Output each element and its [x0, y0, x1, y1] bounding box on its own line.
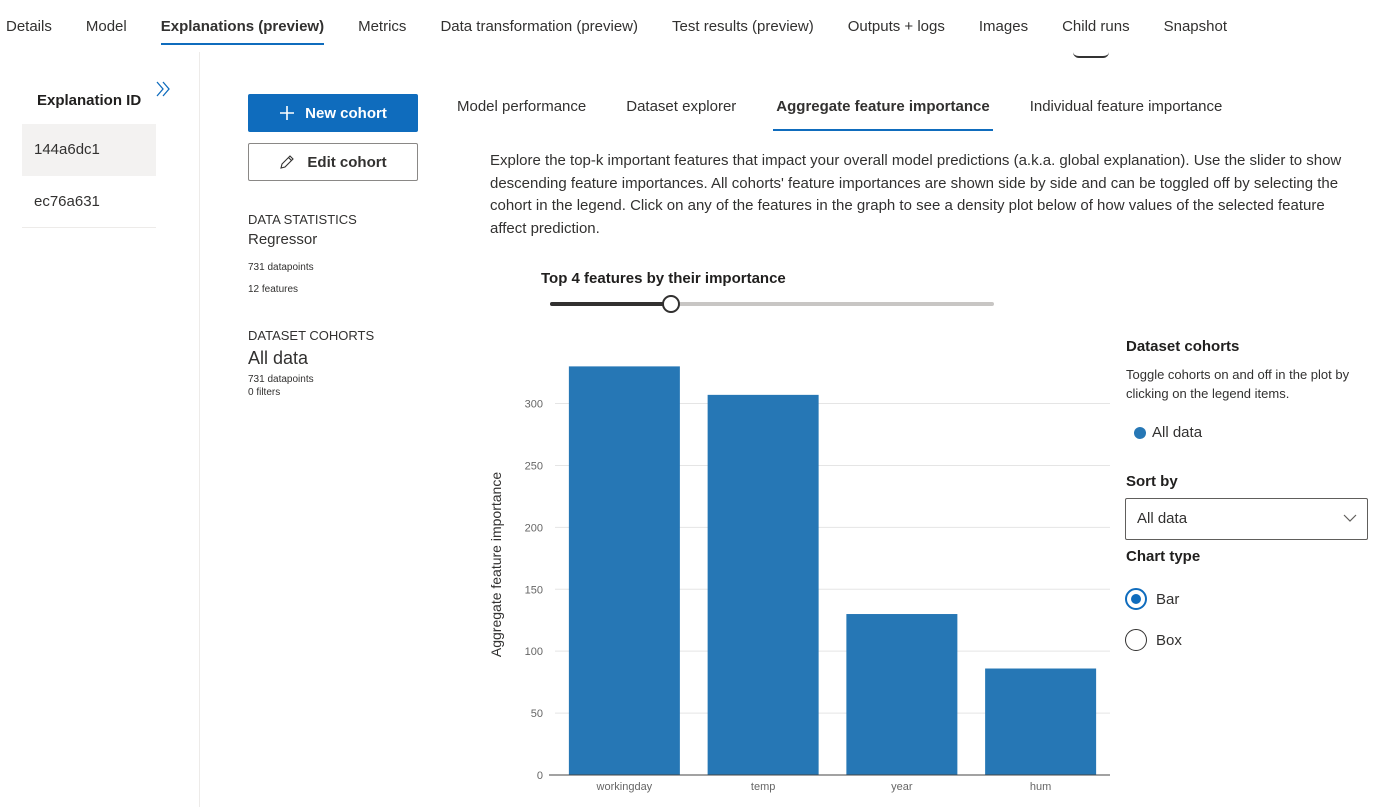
- radio-bar[interactable]: Bar: [1125, 588, 1179, 610]
- y-tick-label: 150: [525, 584, 543, 596]
- feature-importance-bar-chart: 0 50 100 150 200 250 300 Aggregate feature impo…: [488, 366, 1110, 793]
- cohort-filters: 0 filters: [248, 387, 281, 398]
- bar-hum[interactable]: [985, 668, 1097, 775]
- dataset-cohorts-title: DATASET COHORTS: [248, 328, 375, 343]
- tab-scroll-indicator: [1073, 52, 1109, 58]
- model-type: Regressor: [248, 231, 318, 248]
- top-tab-data-transformation-preview[interactable]: Data transformation (preview): [440, 17, 639, 35]
- top-tab-child-runs[interactable]: Child runs: [1062, 17, 1130, 35]
- top-tab-details[interactable]: Details: [6, 17, 52, 35]
- legend-help-text: Toggle cohorts on and off in the plot by…: [1126, 367, 1350, 401]
- radio-circle: [1125, 629, 1147, 651]
- top-tab-explanations-preview[interactable]: Explanations (preview): [160, 4, 325, 49]
- cohort-name: All data: [248, 348, 309, 368]
- edit-cohort-label: Edit cohort: [307, 153, 387, 171]
- new-cohort-label: New cohort: [305, 104, 387, 122]
- tab-model-performance[interactable]: Model performance: [457, 98, 587, 115]
- legend-dot: [1134, 426, 1146, 439]
- sort-by-label: Sort by: [1126, 473, 1178, 490]
- top-tab-images[interactable]: Images: [978, 17, 1029, 35]
- radio-label: Bar: [1156, 590, 1180, 608]
- y-axis-label: Aggregate feature importance: [488, 472, 504, 657]
- slider-fill: [550, 302, 671, 306]
- plus-icon: [280, 106, 295, 120]
- y-tick-label: 200: [525, 522, 543, 534]
- y-tick-label: 300: [525, 399, 543, 411]
- explanation-item[interactable]: ec76a631: [22, 176, 156, 228]
- y-tick-label: 50: [531, 708, 543, 720]
- dataset-cohorts-heading: Dataset cohorts: [1126, 338, 1240, 355]
- chart-type-label: Chart type: [1126, 548, 1201, 565]
- top-tab-model[interactable]: Model: [85, 17, 127, 35]
- explanation-id-header: Explanation ID: [37, 92, 142, 109]
- top-tab-test-results-preview[interactable]: Test results (preview): [672, 17, 814, 35]
- y-tick-label: 100: [525, 646, 543, 658]
- pencil-icon: [280, 155, 295, 169]
- sort-by-value: All data: [1137, 510, 1188, 527]
- slider-thumb[interactable]: [662, 295, 680, 313]
- x-tick-label: hum: [1030, 781, 1051, 793]
- radio-label: Box: [1156, 631, 1182, 649]
- x-tick-label: year: [891, 781, 913, 793]
- feature-count: 12 features: [248, 284, 299, 295]
- bar-workingday[interactable]: [568, 366, 680, 775]
- bar-year[interactable]: [846, 614, 958, 775]
- tab-individual-feature-importance[interactable]: Individual feature importance: [1029, 98, 1223, 115]
- tab-dataset-explorer[interactable]: Dataset explorer: [626, 98, 737, 115]
- y-tick-label: 0: [537, 770, 543, 782]
- tab-aggregate-feature-importance[interactable]: Aggregate feature importance: [773, 82, 994, 132]
- cohort-datapoints: 731 datapoints: [248, 374, 314, 385]
- bar-temp[interactable]: [707, 394, 819, 775]
- top-k-slider[interactable]: [550, 295, 994, 313]
- new-cohort-button[interactable]: New cohort: [248, 94, 418, 132]
- sort-by-dropdown[interactable]: All data: [1125, 498, 1368, 540]
- radio-box[interactable]: Box: [1125, 629, 1182, 651]
- datapoint-count: 731 datapoints: [248, 262, 314, 273]
- legend-label: All data: [1152, 424, 1203, 441]
- y-tick-label: 250: [525, 460, 543, 472]
- double-chevron-right-icon[interactable]: [152, 78, 174, 100]
- dashboard-tab-bar: Model performance Dataset explorer Aggrega…: [457, 82, 1262, 132]
- slider-label: Top 4 features by their importance: [541, 270, 786, 287]
- chevron-down-icon: [1343, 514, 1357, 522]
- page-description: Explore the top-k important features tha…: [490, 152, 1342, 237]
- x-tick-label: workingday: [596, 781, 653, 793]
- x-tick-label: temp: [751, 781, 775, 793]
- radio-circle: [1125, 588, 1147, 610]
- legend-item-all-data[interactable]: All data: [1134, 424, 1202, 441]
- top-tab-bar: Details Model Explanations (preview) Metric…: [0, 0, 1394, 52]
- data-statistics-title: DATA STATISTICS: [248, 212, 357, 227]
- top-tab-snapshot[interactable]: Snapshot: [1163, 17, 1227, 35]
- top-tab-metrics[interactable]: Metrics: [358, 17, 407, 35]
- top-tab-outputs-logs[interactable]: Outputs + logs: [847, 17, 945, 35]
- edit-cohort-button[interactable]: Edit cohort: [248, 143, 418, 181]
- panel-divider: [199, 52, 200, 807]
- explanation-item[interactable]: 144a6dc1: [22, 124, 156, 176]
